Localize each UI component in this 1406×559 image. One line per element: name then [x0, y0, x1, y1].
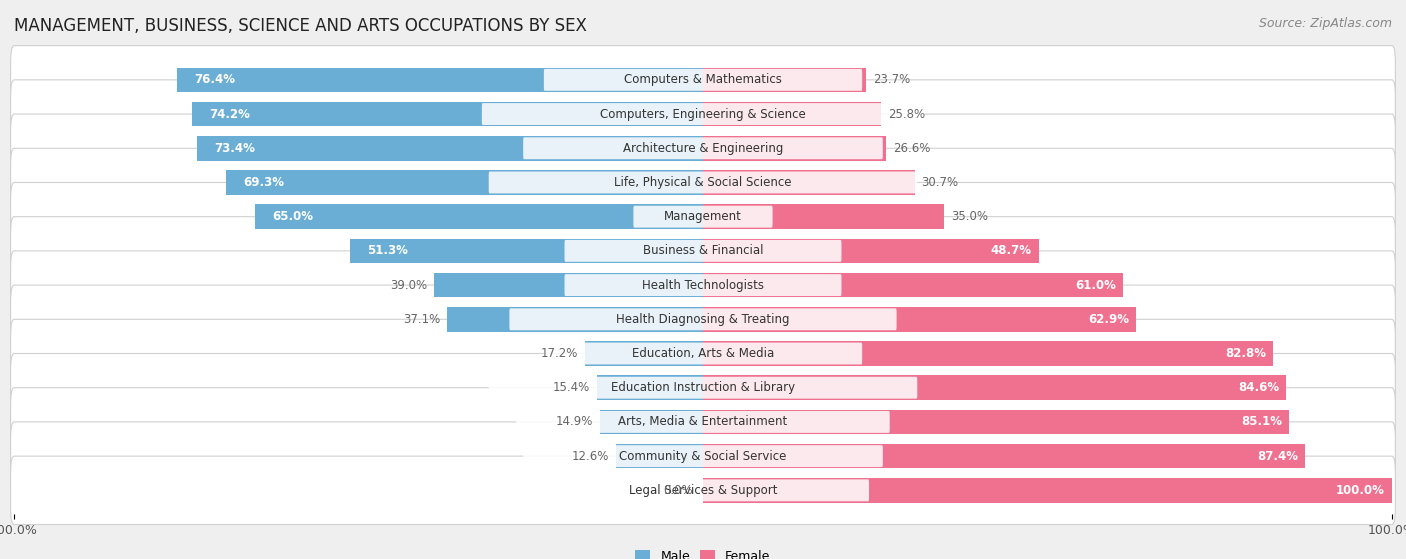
Text: 82.8%: 82.8%: [1226, 347, 1267, 360]
Text: Health Diagnosing & Treating: Health Diagnosing & Treating: [616, 313, 790, 326]
Text: 76.4%: 76.4%: [194, 73, 235, 86]
FancyBboxPatch shape: [516, 411, 890, 433]
Bar: [616, 444, 703, 468]
Bar: [225, 170, 703, 195]
Text: 48.7%: 48.7%: [991, 244, 1032, 257]
Bar: [191, 102, 703, 126]
Text: 84.6%: 84.6%: [1237, 381, 1279, 394]
Bar: [447, 307, 703, 331]
Text: 100.0%: 100.0%: [1336, 484, 1385, 497]
Bar: [350, 239, 703, 263]
Text: 73.4%: 73.4%: [215, 142, 256, 155]
Bar: [585, 341, 703, 366]
Text: Education, Arts & Media: Education, Arts & Media: [631, 347, 775, 360]
Bar: [598, 376, 703, 400]
Text: Health Technologists: Health Technologists: [643, 278, 763, 292]
Text: Community & Social Service: Community & Social Service: [619, 449, 787, 463]
Text: 14.9%: 14.9%: [557, 415, 593, 428]
FancyBboxPatch shape: [482, 103, 924, 125]
FancyBboxPatch shape: [544, 343, 862, 364]
FancyBboxPatch shape: [565, 240, 841, 262]
FancyBboxPatch shape: [565, 274, 841, 296]
Bar: [703, 410, 1289, 434]
Bar: [703, 376, 1286, 400]
Bar: [703, 341, 1274, 366]
FancyBboxPatch shape: [11, 80, 1395, 148]
FancyBboxPatch shape: [11, 182, 1395, 251]
Text: 37.1%: 37.1%: [404, 313, 440, 326]
FancyBboxPatch shape: [11, 456, 1395, 524]
Text: 0.0%: 0.0%: [664, 484, 693, 497]
Bar: [434, 273, 703, 297]
Bar: [254, 205, 703, 229]
Bar: [703, 136, 886, 160]
Text: MANAGEMENT, BUSINESS, SCIENCE AND ARTS OCCUPATIONS BY SEX: MANAGEMENT, BUSINESS, SCIENCE AND ARTS O…: [14, 17, 586, 35]
Text: 61.0%: 61.0%: [1076, 278, 1116, 292]
Text: Computers, Engineering & Science: Computers, Engineering & Science: [600, 107, 806, 121]
Text: 23.7%: 23.7%: [873, 73, 911, 86]
Text: 69.3%: 69.3%: [243, 176, 284, 189]
Text: Education Instruction & Library: Education Instruction & Library: [612, 381, 794, 394]
Bar: [703, 239, 1039, 263]
Text: 51.3%: 51.3%: [367, 244, 408, 257]
FancyBboxPatch shape: [537, 480, 869, 501]
Text: 17.2%: 17.2%: [540, 347, 578, 360]
Bar: [703, 170, 914, 195]
Bar: [703, 273, 1123, 297]
FancyBboxPatch shape: [11, 114, 1395, 182]
Text: 26.6%: 26.6%: [893, 142, 931, 155]
Text: 74.2%: 74.2%: [209, 107, 250, 121]
Bar: [703, 444, 1305, 468]
FancyBboxPatch shape: [489, 377, 917, 399]
Bar: [197, 136, 703, 160]
FancyBboxPatch shape: [11, 217, 1395, 285]
Bar: [703, 205, 945, 229]
FancyBboxPatch shape: [11, 319, 1395, 388]
Text: Life, Physical & Social Science: Life, Physical & Social Science: [614, 176, 792, 189]
Bar: [703, 102, 880, 126]
FancyBboxPatch shape: [11, 285, 1395, 353]
Text: 85.1%: 85.1%: [1241, 415, 1282, 428]
FancyBboxPatch shape: [11, 422, 1395, 490]
Text: 87.4%: 87.4%: [1257, 449, 1298, 463]
FancyBboxPatch shape: [11, 46, 1395, 114]
Bar: [703, 478, 1392, 503]
Text: Arts, Media & Entertainment: Arts, Media & Entertainment: [619, 415, 787, 428]
Bar: [703, 68, 866, 92]
Text: 25.8%: 25.8%: [887, 107, 925, 121]
FancyBboxPatch shape: [489, 172, 917, 193]
Text: 15.4%: 15.4%: [553, 381, 591, 394]
Text: 65.0%: 65.0%: [273, 210, 314, 223]
Text: Legal Services & Support: Legal Services & Support: [628, 484, 778, 497]
Text: Management: Management: [664, 210, 742, 223]
Legend: Male, Female: Male, Female: [630, 544, 776, 559]
FancyBboxPatch shape: [11, 148, 1395, 217]
Text: 62.9%: 62.9%: [1088, 313, 1129, 326]
FancyBboxPatch shape: [523, 138, 883, 159]
Text: 35.0%: 35.0%: [950, 210, 988, 223]
FancyBboxPatch shape: [544, 69, 862, 91]
FancyBboxPatch shape: [11, 353, 1395, 422]
Text: Computers & Mathematics: Computers & Mathematics: [624, 73, 782, 86]
Bar: [177, 68, 703, 92]
FancyBboxPatch shape: [509, 309, 897, 330]
Text: 30.7%: 30.7%: [921, 176, 959, 189]
Bar: [600, 410, 703, 434]
FancyBboxPatch shape: [523, 445, 883, 467]
Text: 39.0%: 39.0%: [391, 278, 427, 292]
Text: Architecture & Engineering: Architecture & Engineering: [623, 142, 783, 155]
Text: Source: ZipAtlas.com: Source: ZipAtlas.com: [1258, 17, 1392, 30]
Text: 12.6%: 12.6%: [572, 449, 609, 463]
FancyBboxPatch shape: [634, 206, 772, 228]
Bar: [703, 307, 1136, 331]
FancyBboxPatch shape: [11, 251, 1395, 319]
FancyBboxPatch shape: [11, 388, 1395, 456]
Text: Business & Financial: Business & Financial: [643, 244, 763, 257]
